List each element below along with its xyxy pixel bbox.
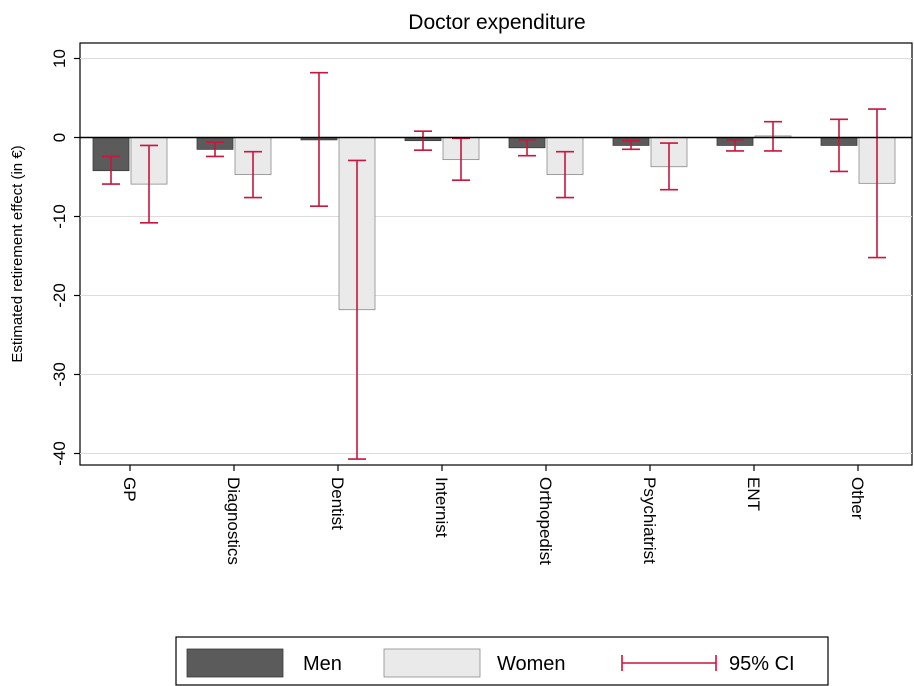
legend-box xyxy=(175,636,829,686)
plot-frame xyxy=(79,42,913,466)
legend-swatch-women xyxy=(383,648,481,678)
x-tick-label: Internist xyxy=(432,477,451,538)
legend-swatch-men xyxy=(186,648,284,678)
x-tick-label: Diagnostics xyxy=(224,477,243,565)
y-tick-label: 10 xyxy=(50,49,69,68)
y-tick-label: -20 xyxy=(50,283,69,308)
y-axis-label: Estimated retirement effect (in €) xyxy=(9,145,26,362)
x-tick-label: Other xyxy=(848,477,867,520)
plot-area: 10 0 -10 -20 -30 -40 GP Diagnostics Dentist Inter… xyxy=(50,42,913,565)
x-tick-label: ENT xyxy=(744,477,763,511)
legend: Men Women 95% CI xyxy=(175,636,829,686)
x-tick-label: Psychiatrist xyxy=(640,477,659,564)
legend-label-men: Men xyxy=(303,653,342,675)
y-tick-label: -10 xyxy=(50,204,69,229)
x-tick-label: GP xyxy=(120,477,139,502)
y-tick-label: 0 xyxy=(50,133,69,142)
y-tick-label: -30 xyxy=(50,362,69,387)
chart-title: Doctor expenditure xyxy=(408,11,585,34)
x-tick-label: Orthopedist xyxy=(536,477,555,565)
legend-label-women: Women xyxy=(497,653,566,675)
y-tick-label: -40 xyxy=(50,441,69,466)
x-tick-label: Dentist xyxy=(328,477,347,530)
legend-label-ci: 95% CI xyxy=(729,653,795,675)
